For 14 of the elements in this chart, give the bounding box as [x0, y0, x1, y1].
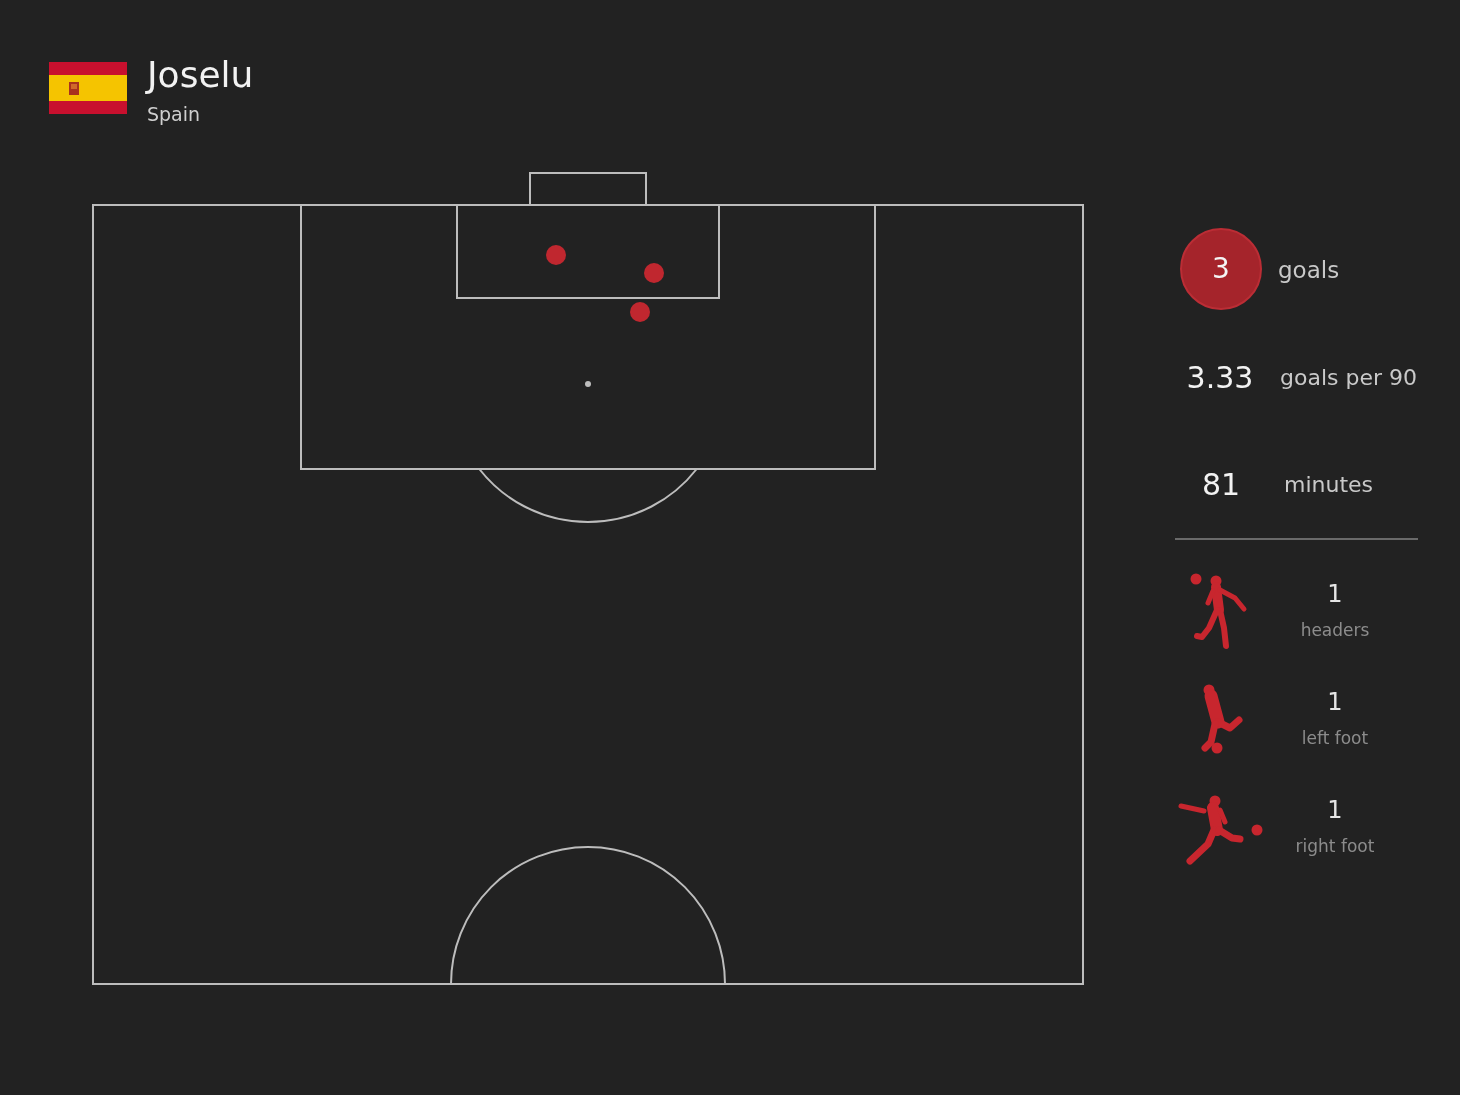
- data-label: 1: [1326, 795, 1344, 825]
- data-label: 81: [1200, 466, 1242, 504]
- text: Spain: [147, 102, 201, 126]
- category-label: goals: [1278, 256, 1340, 285]
- data-label: 1: [1326, 687, 1344, 717]
- data-label: 1: [1326, 579, 1344, 609]
- data-label: 3: [1211, 251, 1231, 287]
- category-label: goals per 90: [1280, 364, 1418, 392]
- text: Joselu: [147, 53, 254, 97]
- category-label: left foot: [1300, 727, 1370, 749]
- data-label: 3.33: [1185, 359, 1255, 397]
- category-label: minutes: [1284, 471, 1374, 499]
- category-label: right foot: [1294, 835, 1376, 857]
- category-label: headers: [1299, 619, 1371, 641]
